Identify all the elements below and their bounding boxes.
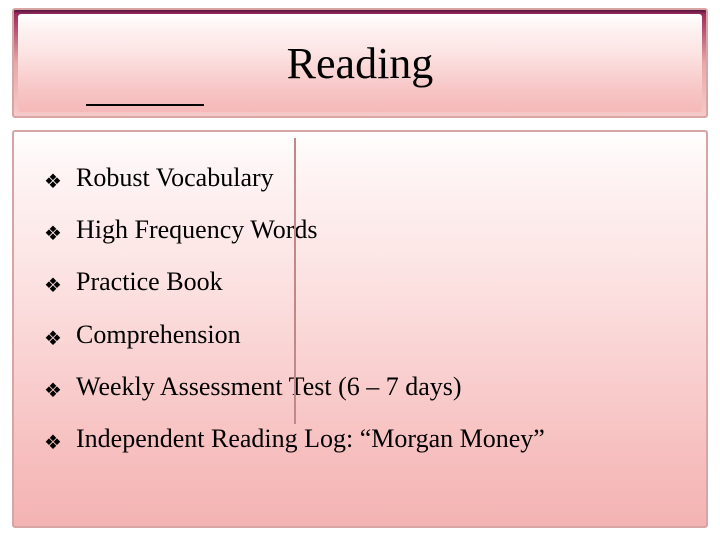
list-item: ❖ Practice Book — [44, 266, 706, 297]
list-item: ❖ Comprehension — [44, 319, 706, 350]
bullet-text: Comprehension — [76, 319, 241, 350]
title-box: Reading — [12, 8, 708, 118]
content-divider — [294, 138, 296, 424]
diamond-bullet-icon: ❖ — [44, 172, 76, 192]
content-box: ❖ Robust Vocabulary ❖ High Frequency Wor… — [12, 130, 708, 528]
diamond-bullet-icon: ❖ — [44, 433, 76, 453]
bullet-text: Independent Reading Log: “Morgan Money” — [76, 423, 545, 454]
diamond-bullet-icon: ❖ — [44, 276, 76, 296]
bullet-text: Practice Book — [76, 266, 223, 297]
title-inner: Reading — [18, 14, 702, 112]
list-item: ❖ Weekly Assessment Test (6 – 7 days) — [44, 371, 706, 402]
bullet-text: Robust Vocabulary — [76, 162, 274, 193]
bullet-text: High Frequency Words — [76, 214, 318, 245]
list-item: ❖ Robust Vocabulary — [44, 162, 706, 193]
list-item: ❖ Independent Reading Log: “Morgan Money… — [44, 423, 706, 454]
title-underline — [86, 104, 204, 106]
list-item: ❖ High Frequency Words — [44, 214, 706, 245]
bullet-text: Weekly Assessment Test (6 – 7 days) — [76, 371, 462, 402]
diamond-bullet-icon: ❖ — [44, 381, 76, 401]
diamond-bullet-icon: ❖ — [44, 329, 76, 349]
slide-title: Reading — [287, 38, 434, 89]
slide: Reading ❖ Robust Vocabulary ❖ High Frequ… — [0, 0, 720, 540]
diamond-bullet-icon: ❖ — [44, 224, 76, 244]
